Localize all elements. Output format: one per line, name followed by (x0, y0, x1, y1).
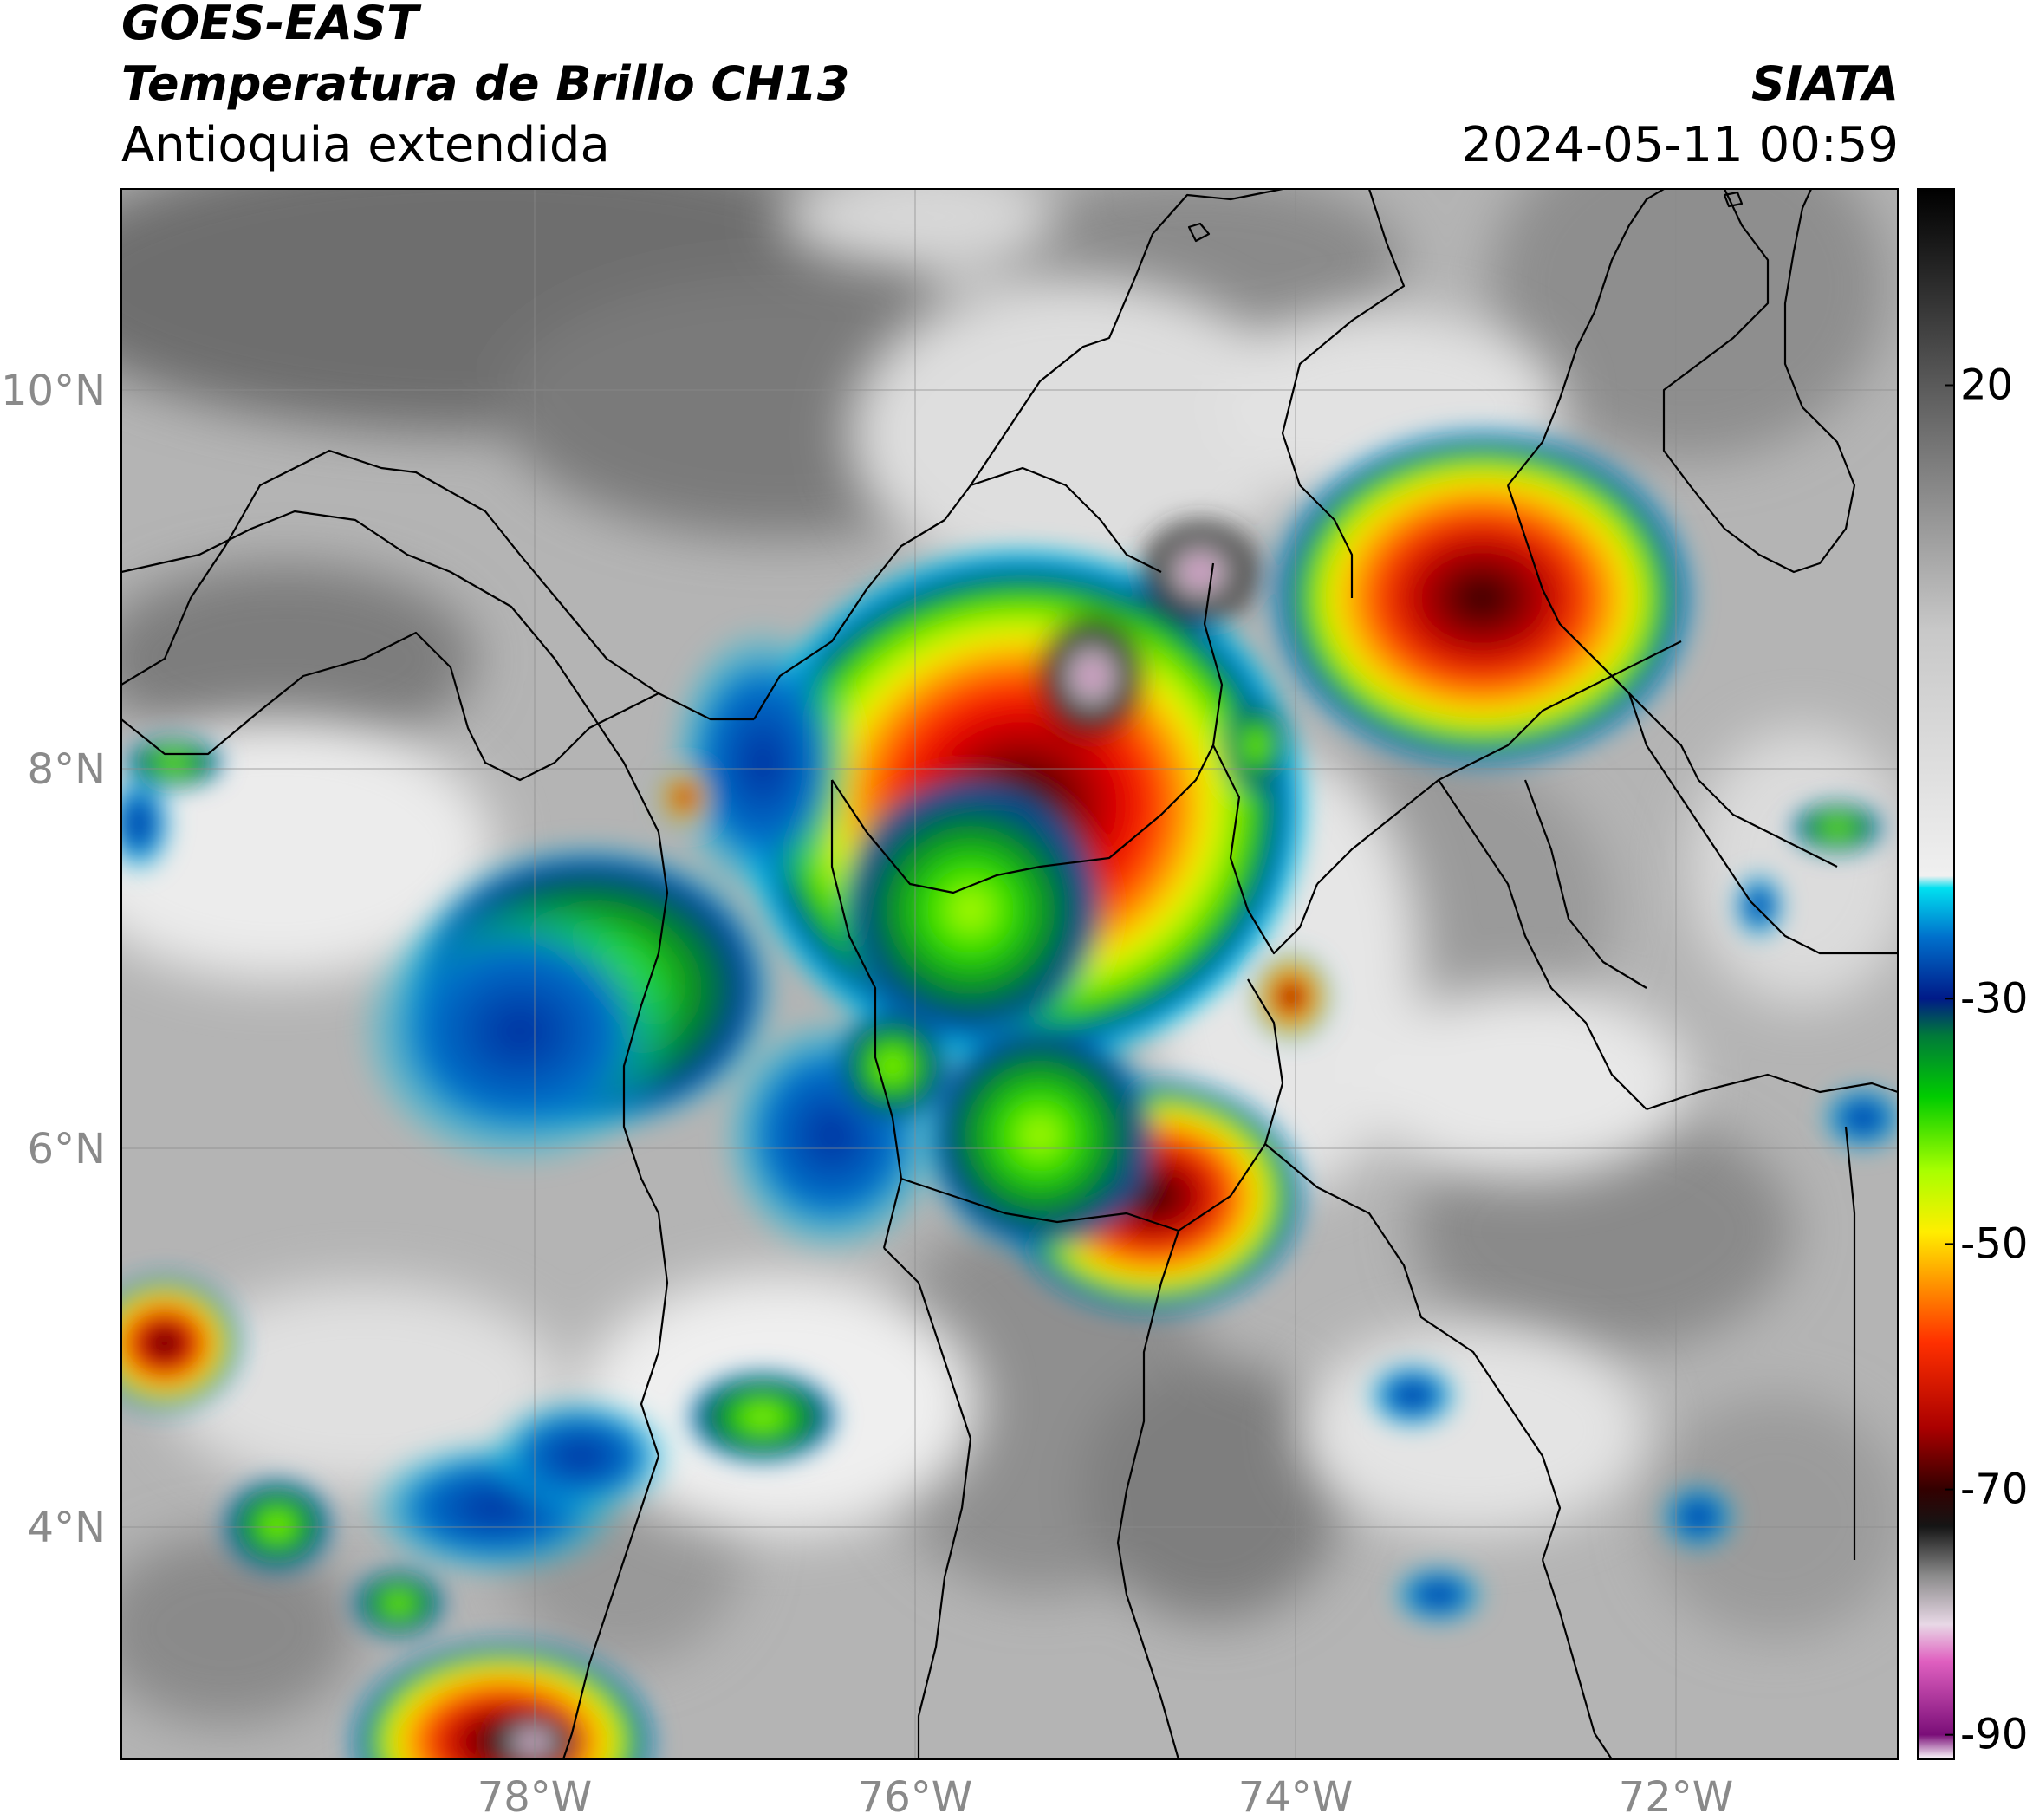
colorbar-tick-label: -90 (1960, 1711, 2028, 1759)
lon-label: 78°W (477, 1773, 593, 1820)
lon-label: 72°W (1619, 1773, 1734, 1820)
graticule (121, 189, 1898, 1759)
coastlines-borders (121, 189, 1898, 1759)
lat-label: 8°N (28, 745, 106, 794)
latitude-labels: 10°N 8°N 6°N 4°N (1, 367, 106, 1552)
colorbar-ticks: 20 -30 -50 -70 -90 (1945, 361, 2028, 1759)
lat-label: 6°N (28, 1125, 106, 1173)
colorbar-tick-label: -30 (1960, 974, 2028, 1023)
datetime-label: 2024-05-11 00:59 (1461, 117, 1899, 173)
region-subtitle: Antioquia extendida (121, 117, 610, 173)
colorbar-frame (1917, 188, 1955, 1760)
brand-label: SIATA (1750, 56, 1899, 111)
brightness-temperature-image (121, 189, 1898, 1759)
longitude-labels: 78°W 76°W 74°W 72°W (477, 1773, 1734, 1820)
colorbar-gradient (1918, 189, 1954, 1759)
lon-label: 76°W (858, 1773, 973, 1820)
lat-label: 4°N (28, 1504, 106, 1552)
lon-label: 74°W (1238, 1773, 1354, 1820)
colorbar-tick-label: 20 (1960, 361, 2013, 410)
map-frame (120, 188, 1899, 1760)
colorbar-tick-label: -70 (1960, 1466, 2028, 1514)
product-title: Temperatura de Brillo CH13 (121, 56, 850, 111)
colorbar-tick-label: -50 (1960, 1219, 2028, 1268)
satellite-title: GOES-EAST (121, 0, 419, 50)
lat-label: 10°N (1, 367, 106, 415)
colorbar: 20 -30 -50 -70 -90 (1917, 188, 2028, 1760)
